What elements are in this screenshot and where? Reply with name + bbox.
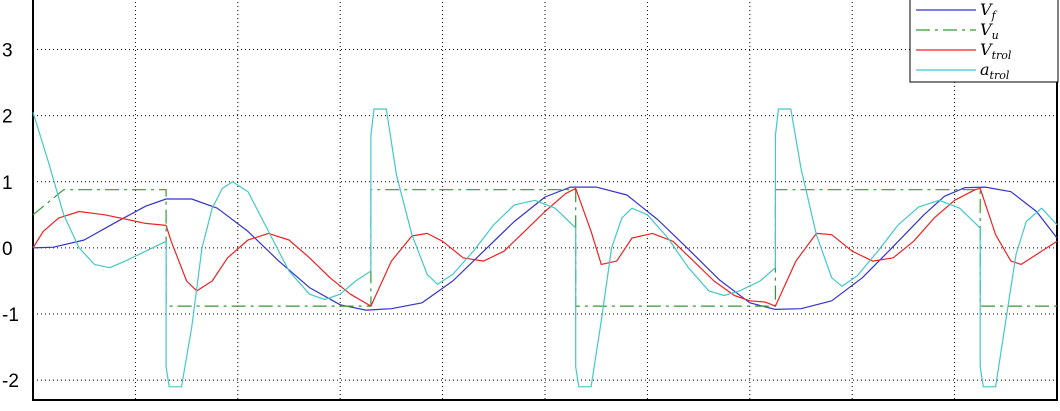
series-line-v-trol: [32, 187, 1058, 307]
y-tick-label: 3: [2, 41, 13, 62]
y-tick-label: -1: [2, 305, 19, 326]
y-tick-label: 1: [2, 173, 13, 194]
legend-label-sub: trol: [990, 69, 1010, 82]
plot-frame: [32, 0, 1058, 401]
legend-label: Vtrol: [980, 40, 1012, 62]
legend-label: atrol: [980, 60, 1010, 82]
legend-label: Vf: [980, 0, 998, 22]
legend-label-main: V: [980, 0, 993, 19]
legend-label-main: V: [980, 20, 993, 39]
y-tick-label: -2: [2, 371, 19, 392]
y-axis-ticks: 3 2 1 0 -1 -2: [2, 41, 19, 393]
series-line-a-trol: [32, 108, 1058, 388]
series-line-v-f: [32, 186, 1058, 311]
legend-label-main: a: [980, 60, 990, 79]
legend-label: Vu: [980, 20, 999, 42]
legend-label-sub: trol: [992, 49, 1012, 62]
legend-label-sub: f: [991, 9, 998, 22]
legend-label-main: V: [980, 40, 993, 59]
legend-label-sub: u: [992, 29, 999, 42]
y-tick-label: 2: [2, 107, 13, 128]
y-tick-label: 0: [2, 239, 13, 260]
legend-box: [909, 0, 1059, 83]
series-layer: [32, 108, 1058, 388]
grid: [33, 0, 1057, 400]
